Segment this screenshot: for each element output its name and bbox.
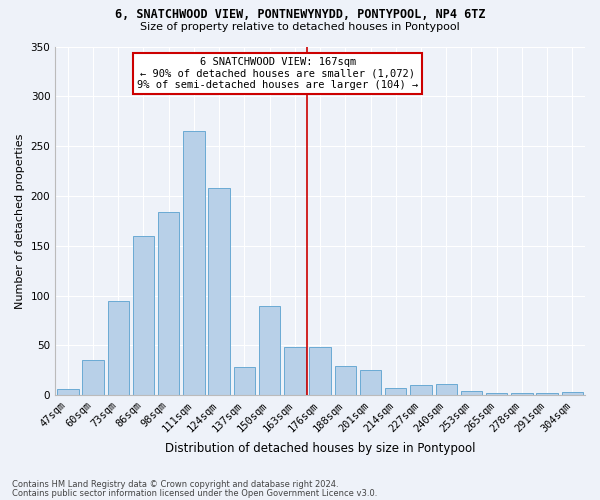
Bar [158,212,179,395]
Y-axis label: Number of detached properties: Number of detached properties [15,133,25,308]
Text: Size of property relative to detached houses in Pontypool: Size of property relative to detached ho… [140,22,460,32]
Bar [536,393,558,395]
Bar [511,393,533,395]
Bar [385,388,406,395]
Text: Contains public sector information licensed under the Open Government Licence v3: Contains public sector information licen… [12,488,377,498]
Bar [360,370,381,395]
Bar [461,391,482,395]
Bar [133,236,154,395]
Bar [183,131,205,395]
Bar [436,384,457,395]
Bar [82,360,104,395]
X-axis label: Distribution of detached houses by size in Pontypool: Distribution of detached houses by size … [165,442,475,455]
Bar [562,392,583,395]
Bar [259,306,280,395]
Bar [233,368,255,395]
Bar [410,386,432,395]
Bar [284,348,305,395]
Bar [335,366,356,395]
Bar [208,188,230,395]
Text: 6 SNATCHWOOD VIEW: 167sqm
← 90% of detached houses are smaller (1,072)
9% of sem: 6 SNATCHWOOD VIEW: 167sqm ← 90% of detac… [137,57,418,90]
Bar [57,389,79,395]
Text: Contains HM Land Registry data © Crown copyright and database right 2024.: Contains HM Land Registry data © Crown c… [12,480,338,489]
Bar [310,348,331,395]
Bar [107,300,129,395]
Bar [486,393,508,395]
Text: 6, SNATCHWOOD VIEW, PONTNEWYNYDD, PONTYPOOL, NP4 6TZ: 6, SNATCHWOOD VIEW, PONTNEWYNYDD, PONTYP… [115,8,485,20]
